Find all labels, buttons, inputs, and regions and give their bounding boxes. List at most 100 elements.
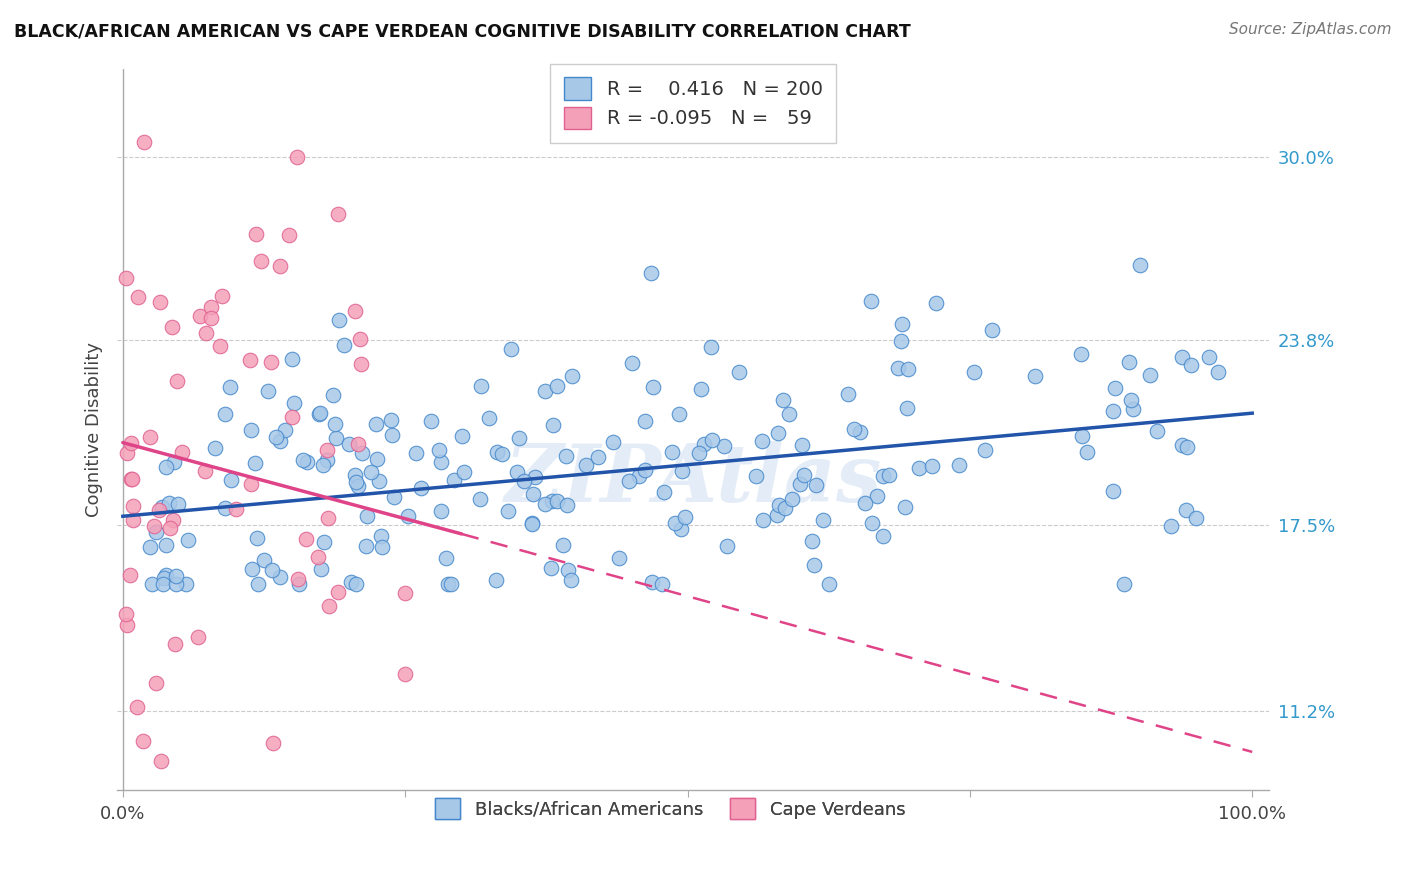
Point <box>859 294 882 309</box>
Point <box>891 317 914 331</box>
Point <box>195 326 218 340</box>
Point <box>811 513 834 527</box>
Point <box>208 339 231 353</box>
Point <box>1208 365 1230 379</box>
Point <box>804 478 827 492</box>
Point <box>274 423 297 437</box>
Point <box>643 380 665 394</box>
Point <box>318 599 340 614</box>
Point <box>350 446 373 460</box>
Point <box>127 290 149 304</box>
Point <box>115 607 138 621</box>
Point <box>772 393 794 408</box>
Point <box>803 558 825 572</box>
Point <box>152 577 174 591</box>
Point <box>177 533 200 547</box>
Point <box>187 630 209 644</box>
Point <box>340 575 363 590</box>
Text: ZIPAtlas: ZIPAtlas <box>505 442 882 518</box>
Point <box>1118 355 1140 369</box>
Point <box>877 468 900 483</box>
Point <box>534 497 557 511</box>
Point <box>496 504 519 518</box>
Point <box>150 500 173 514</box>
Point <box>349 332 371 346</box>
Point <box>429 504 451 518</box>
Point <box>429 455 451 469</box>
Point <box>468 492 491 507</box>
Point <box>260 354 283 368</box>
Point <box>122 499 145 513</box>
Point <box>312 535 335 549</box>
Point <box>360 465 382 479</box>
Point <box>366 417 388 432</box>
Point <box>157 495 180 509</box>
Point <box>973 443 995 458</box>
Point <box>1122 401 1144 416</box>
Point <box>522 516 544 530</box>
Point <box>326 207 349 221</box>
Point <box>350 358 373 372</box>
Point <box>766 508 789 522</box>
Point <box>641 574 664 589</box>
Point <box>651 577 673 591</box>
Point <box>894 500 917 514</box>
Point <box>534 384 557 399</box>
Point <box>356 509 378 524</box>
Point <box>780 491 803 506</box>
Point <box>890 334 912 349</box>
Point <box>262 735 284 749</box>
Point <box>240 562 263 576</box>
Point <box>120 472 142 486</box>
Point <box>204 442 226 456</box>
Point <box>1121 392 1143 407</box>
Point <box>1170 350 1192 364</box>
Point <box>370 528 392 542</box>
Point <box>853 496 876 510</box>
Point <box>368 475 391 489</box>
Point <box>139 430 162 444</box>
Point <box>800 534 823 549</box>
Point <box>281 410 304 425</box>
Point <box>790 438 813 452</box>
Point <box>285 150 308 164</box>
Legend: Blacks/African Americans, Cape Verdeans: Blacks/African Americans, Cape Verdeans <box>426 789 914 828</box>
Text: Source: ZipAtlas.com: Source: ZipAtlas.com <box>1229 22 1392 37</box>
Point <box>370 541 392 555</box>
Point <box>115 618 138 632</box>
Point <box>325 431 347 445</box>
Point <box>409 481 432 495</box>
Point <box>155 459 177 474</box>
Point <box>295 455 318 469</box>
Point <box>120 568 142 582</box>
Point <box>551 538 574 552</box>
Point <box>163 455 186 469</box>
Point <box>312 458 335 472</box>
Point <box>443 473 465 487</box>
Point <box>634 414 657 428</box>
Point <box>793 467 815 482</box>
Point <box>264 430 287 444</box>
Point <box>318 511 340 525</box>
Point <box>671 464 693 478</box>
Point <box>221 473 243 487</box>
Point <box>309 562 332 576</box>
Point <box>167 497 190 511</box>
Point <box>162 513 184 527</box>
Point <box>508 431 530 445</box>
Point <box>673 509 696 524</box>
Y-axis label: Cognitive Disability: Cognitive Disability <box>86 342 103 516</box>
Point <box>887 360 910 375</box>
Point <box>620 356 643 370</box>
Point <box>1175 440 1198 454</box>
Point <box>524 469 547 483</box>
Point <box>661 445 683 459</box>
Point <box>344 475 367 489</box>
Point <box>344 577 367 591</box>
Point <box>316 453 339 467</box>
Point <box>316 443 339 458</box>
Point <box>145 525 167 540</box>
Point <box>188 309 211 323</box>
Point <box>485 573 508 587</box>
Point <box>394 667 416 681</box>
